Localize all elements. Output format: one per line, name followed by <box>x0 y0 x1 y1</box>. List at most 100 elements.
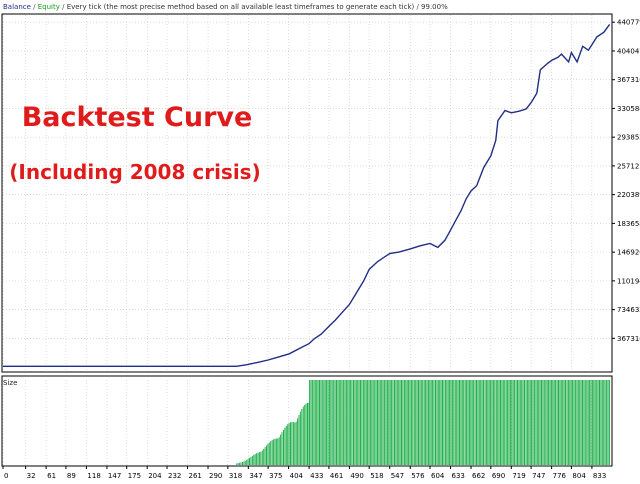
size-bar <box>460 380 462 465</box>
size-bar <box>298 415 300 465</box>
size-bar <box>425 380 427 465</box>
size-bar <box>476 380 477 465</box>
size-bar <box>504 380 506 465</box>
x-tick-label: 375 <box>269 472 282 480</box>
size-bar <box>323 380 325 465</box>
main-chart-frame <box>1 13 613 373</box>
size-bar <box>518 380 520 465</box>
size-bar <box>525 380 527 465</box>
size-bar <box>379 380 381 465</box>
y-tick-label: 1101948 <box>617 277 640 285</box>
size-bar <box>292 422 294 465</box>
size-bar <box>263 448 265 465</box>
size-bar <box>533 380 535 465</box>
x-tick-label: 0 <box>4 472 8 480</box>
size-bar <box>426 380 428 465</box>
size-bar <box>538 380 540 465</box>
x-tick-label: 318 <box>229 472 242 480</box>
size-bar <box>350 380 352 465</box>
overlay-title: Backtest Curve <box>22 102 253 133</box>
size-bar <box>362 380 364 465</box>
x-tick-label: 776 <box>553 472 567 480</box>
size-bar <box>344 380 346 465</box>
size-bars <box>236 380 610 465</box>
size-bar <box>239 462 241 465</box>
y-tick-label: 734632 <box>617 306 640 314</box>
size-bar <box>447 380 449 465</box>
size-bar <box>260 451 262 465</box>
size-bar <box>541 380 542 465</box>
size-bar <box>432 380 434 465</box>
size-bar <box>287 424 289 465</box>
size-bar <box>511 380 513 465</box>
size-bar <box>467 380 469 465</box>
x-tick-label: 404 <box>290 472 304 480</box>
size-bar <box>285 425 287 465</box>
size-bar <box>463 380 465 465</box>
size-bar <box>313 380 315 465</box>
size-bar <box>405 380 407 465</box>
x-tick-label: 261 <box>189 472 202 480</box>
x-tick-label: 61 <box>47 472 56 480</box>
size-bar <box>374 380 376 465</box>
size-bar <box>450 380 452 465</box>
size-bar <box>345 380 347 465</box>
size-bar <box>573 380 575 465</box>
y-tick-label: 4407794 <box>617 19 640 27</box>
size-bar <box>249 457 250 465</box>
size-bar <box>305 403 307 465</box>
size-bar <box>473 380 475 465</box>
size-bar <box>507 380 509 465</box>
size-bar <box>351 380 353 465</box>
size-bar <box>273 439 275 465</box>
y-tick-label: 2203895 <box>617 191 640 199</box>
size-bar <box>256 453 258 465</box>
size-bar <box>319 380 320 465</box>
size-bar <box>579 380 581 465</box>
size-bar <box>569 380 571 465</box>
size-bar <box>574 380 576 465</box>
size-bar <box>559 380 561 465</box>
size-bar <box>508 380 510 465</box>
size-bar <box>283 429 284 465</box>
size-bar <box>558 380 559 465</box>
y-tick-label: 2938528 <box>617 134 640 142</box>
size-bar <box>402 380 404 465</box>
size-bar <box>375 380 377 465</box>
size-bar <box>353 380 354 465</box>
size-bar <box>253 454 255 465</box>
size-panel-frame <box>1 375 613 467</box>
x-tick-label: 118 <box>87 472 100 480</box>
size-bar <box>553 380 555 465</box>
size-bar <box>340 380 342 465</box>
x-tick-label: 719 <box>512 472 525 480</box>
size-bar <box>302 406 304 465</box>
y-tick-label: 4040478 <box>617 47 640 55</box>
size-bar <box>487 380 489 465</box>
size-bar <box>459 380 460 465</box>
test-method-info: Every tick (the most precise method base… <box>67 3 415 11</box>
size-bar <box>514 380 516 465</box>
size-bar <box>524 380 525 465</box>
size-bar <box>267 443 269 465</box>
size-bar <box>439 380 441 465</box>
size-bar <box>278 437 280 465</box>
overlay-subtitle: (Including 2008 crisis) <box>9 160 260 184</box>
size-bar <box>600 380 602 465</box>
size-bar <box>408 380 410 465</box>
size-bar <box>599 380 600 465</box>
size-bar <box>294 422 296 465</box>
size-bar <box>442 380 443 465</box>
size-bar <box>307 402 308 465</box>
size-bar <box>415 380 417 465</box>
size-bar <box>275 438 277 465</box>
size-bar <box>385 380 387 465</box>
size-bar <box>532 380 534 465</box>
size-bar <box>488 380 490 465</box>
size-bar <box>410 380 412 465</box>
y-tick-label: 2571212 <box>617 162 640 170</box>
size-bar <box>423 380 425 465</box>
size-bar <box>301 409 303 465</box>
size-bar <box>589 380 591 465</box>
